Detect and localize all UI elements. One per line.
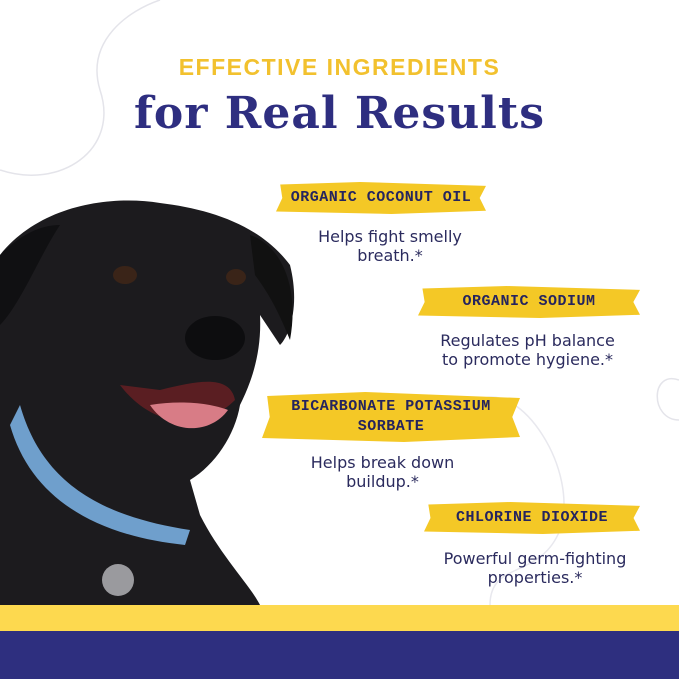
ingredient-description-coconut-oil: Helps fight smelly breath.* (318, 227, 462, 265)
dog-photo (0, 200, 295, 605)
ingredient-label-coconut-oil: Organic Coconut Oil (276, 182, 486, 214)
eyebrow-title: EFFECTIVE INGREDIENTS (178, 54, 501, 80)
ingredient-description-bicarbonate: Helps break down buildup.* (310, 453, 455, 491)
ingredient-label-bicarbonate: Bicarbonate Potassium Sorbate (262, 392, 520, 442)
headline-title: for Real Results (133, 88, 545, 139)
footer-navy-band (0, 631, 679, 679)
footer-yellow-band (0, 605, 679, 631)
ingredient-description-chlorine-dioxide: Powerful germ-fighting properties.* (443, 549, 627, 587)
ingredient-label-sodium: Organic Sodium (418, 286, 640, 318)
ingredient-label-chlorine-dioxide: Chlorine Dioxide (424, 502, 640, 534)
ingredient-description-sodium: Regulates pH balance to promote hygiene.… (440, 331, 615, 369)
